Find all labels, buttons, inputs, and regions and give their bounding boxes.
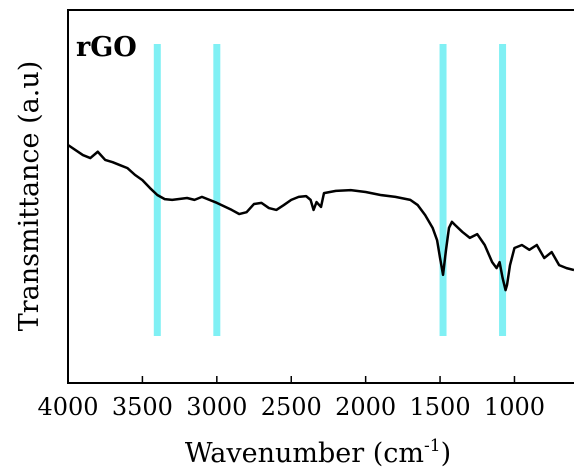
spectrum-line [67,143,574,292]
band [499,44,507,336]
x-tick-label: 2500 [261,393,322,421]
x-tick-label: 4000 [37,393,98,421]
x-tick-label: 2000 [335,393,396,421]
x-tick-label: 3000 [186,393,247,421]
y-axis-label: Transmittance (a.u) [14,61,45,332]
x-tick-label: 1500 [410,393,471,421]
band [439,44,447,336]
x-label-end: ) [441,438,452,469]
x-label-sup: -1 [424,436,441,456]
x-label-main: Wavenumber (cm [185,438,424,469]
x-tick-label: 3500 [112,393,173,421]
x-axis-label: Wavenumber (cm-1) [185,436,451,469]
band [213,44,221,336]
band [153,44,161,336]
plot-frame [67,9,574,384]
x-tick-label: 1000 [484,393,545,421]
annotation: rGO [76,32,137,63]
